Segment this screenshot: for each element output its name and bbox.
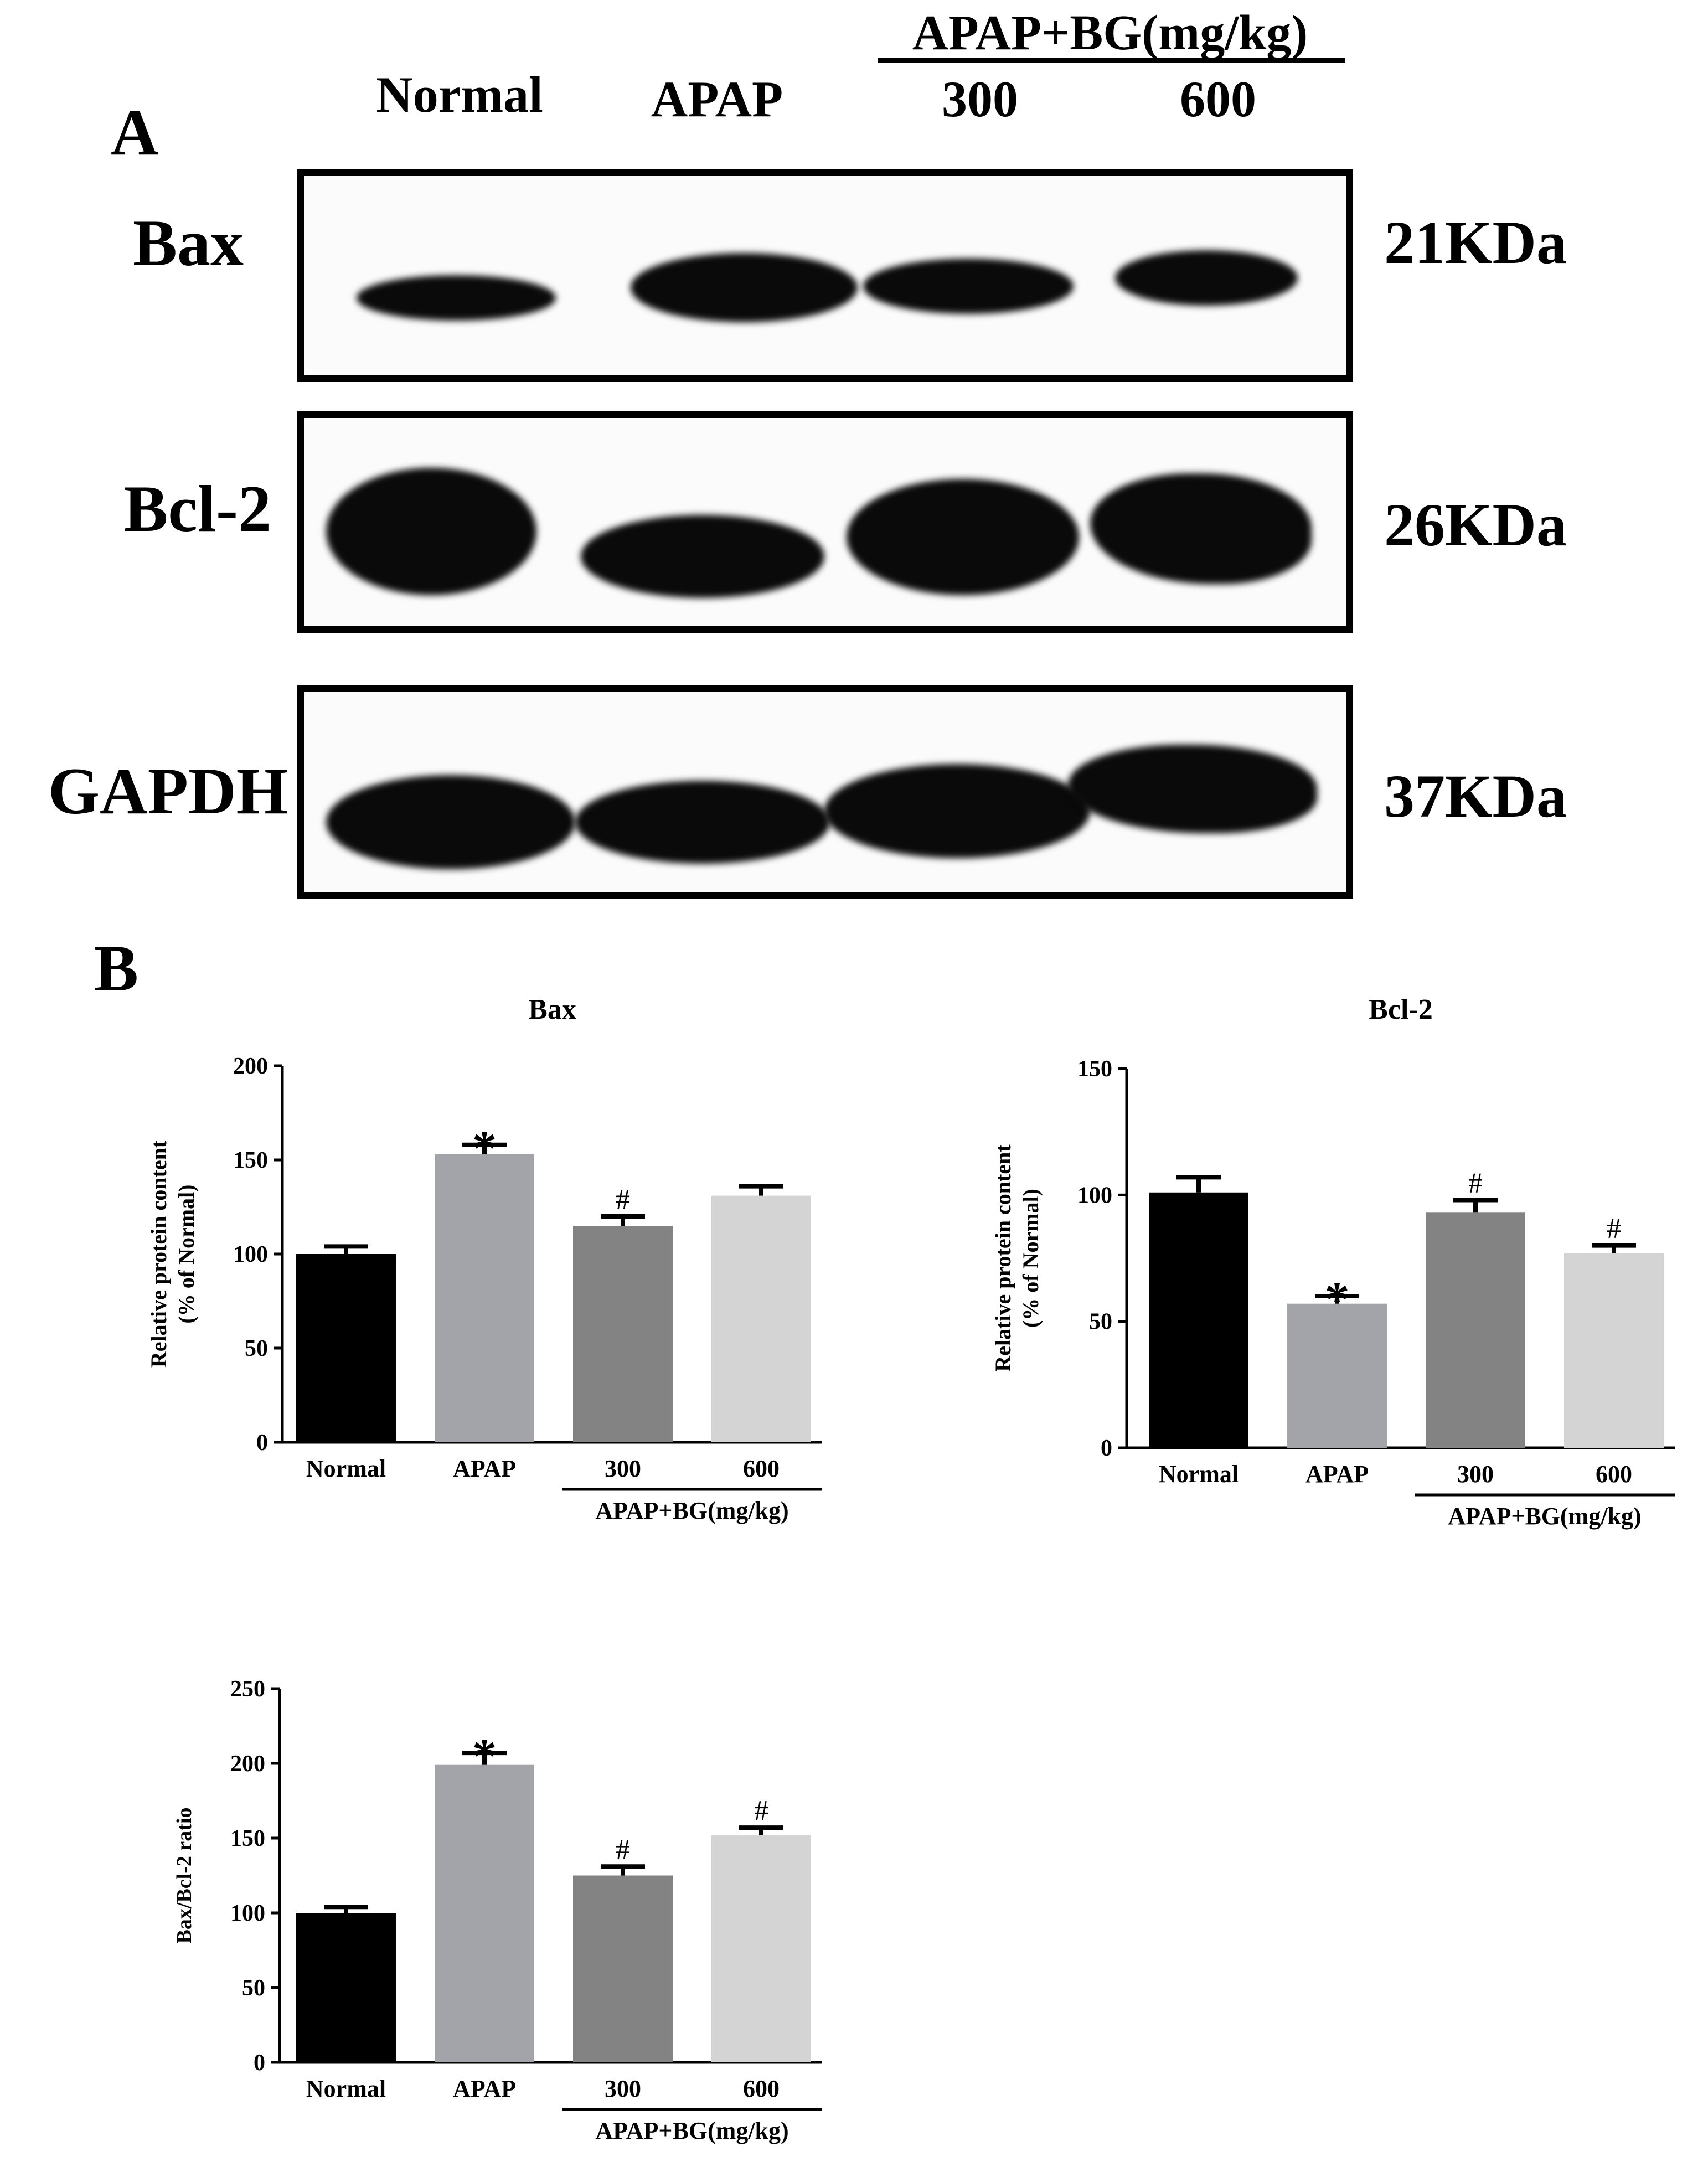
y-tick-label: 150 bbox=[230, 1826, 265, 1851]
kda-label-gapdh: 37KDa bbox=[1384, 762, 1567, 830]
treatment-group-label: APAP+BG(mg/kg) bbox=[912, 6, 1308, 60]
blot-bax bbox=[297, 169, 1353, 382]
significance-mark: # bbox=[1468, 1167, 1483, 1199]
lane-label-normal: Normal bbox=[376, 66, 543, 123]
bar-apap bbox=[435, 1764, 534, 2062]
bcl2-band-normal bbox=[326, 468, 536, 595]
gapdh-band-normal bbox=[326, 775, 575, 869]
lane-label-apap: APAP bbox=[651, 71, 783, 127]
lane-label-600: 600 bbox=[1180, 71, 1256, 127]
blot-gapdh bbox=[297, 685, 1353, 899]
bcl2-band-600 bbox=[1090, 473, 1312, 584]
x-tick-label: Normal bbox=[306, 2075, 386, 2102]
group-label: APAP+BG(mg/kg) bbox=[595, 1497, 788, 1524]
y-tick-label: 100 bbox=[233, 1242, 268, 1267]
y-axis-label: Bax/Bcl-2 ratio bbox=[173, 1808, 196, 1944]
y-tick-label: 50 bbox=[245, 1336, 268, 1361]
y-tick-label: 0 bbox=[254, 2050, 265, 2076]
y-axis-label-line1: Relative protein content bbox=[990, 1144, 1015, 1372]
significance-mark: # bbox=[754, 1795, 768, 1826]
lane-label-300: 300 bbox=[942, 71, 1018, 127]
bax-band-600 bbox=[1115, 250, 1298, 306]
y-axis-label-line1: Relative protein content bbox=[146, 1140, 171, 1368]
protein-label-bax: Bax bbox=[132, 206, 244, 280]
bax-band-apap bbox=[631, 253, 858, 322]
bax-band-normal bbox=[357, 275, 556, 321]
x-tick-label: 600 bbox=[1596, 1461, 1632, 1488]
y-tick-label: 100 bbox=[1077, 1183, 1112, 1208]
kda-label-bcl2: 26KDa bbox=[1384, 491, 1567, 559]
bar-300 bbox=[1426, 1212, 1525, 1448]
y-tick-label: 0 bbox=[256, 1430, 268, 1456]
bar-600 bbox=[1564, 1253, 1664, 1448]
gapdh-band-apap bbox=[575, 781, 830, 864]
x-tick-label: 300 bbox=[605, 1455, 641, 1482]
bar-600 bbox=[711, 1195, 811, 1442]
kda-label-bax: 21KDa bbox=[1384, 209, 1567, 276]
significance-mark: # bbox=[616, 1184, 630, 1215]
y-tick-label: 150 bbox=[233, 1148, 268, 1173]
x-tick-label: APAP bbox=[453, 2075, 516, 2102]
y-tick-label: 50 bbox=[242, 1975, 265, 2001]
blot-bcl2 bbox=[297, 411, 1353, 633]
chart-title: Bax bbox=[528, 994, 576, 1025]
y-tick-label: 100 bbox=[230, 1901, 265, 1926]
bar-600 bbox=[711, 1835, 811, 2062]
y-tick-label: 200 bbox=[233, 1054, 268, 1079]
significance-mark: # bbox=[1607, 1213, 1621, 1245]
x-tick-label: APAP bbox=[1305, 1461, 1369, 1488]
gapdh-band-600 bbox=[1068, 745, 1317, 833]
bar-apap bbox=[435, 1154, 534, 1442]
significance-mark: # bbox=[616, 1834, 630, 1865]
bar-apap bbox=[1287, 1303, 1387, 1448]
protein-label-bcl2: Bcl-2 bbox=[123, 472, 271, 545]
group-label: APAP+BG(mg/kg) bbox=[595, 2117, 788, 2144]
y-tick-label: 50 bbox=[1089, 1309, 1112, 1335]
group-label: APAP+BG(mg/kg) bbox=[1448, 1503, 1641, 1530]
bar-normal bbox=[1149, 1192, 1248, 1448]
y-tick-label: 0 bbox=[1101, 1436, 1112, 1461]
bcl2-band-300 bbox=[847, 479, 1079, 595]
chart-bax-bcl2-ratio: 0 50 100 150 200 250 Bax/Bcl-2 ratio Normal * APA… bbox=[173, 1676, 822, 2144]
treatment-group-line bbox=[878, 58, 1345, 63]
chart-bcl2: Bcl-2 0 50 100 150 Relative protein content (%… bbox=[990, 994, 1675, 1530]
bar-300 bbox=[573, 1875, 673, 2062]
x-tick-label: APAP bbox=[453, 1455, 516, 1482]
chart-bax: Bax 0 50 100 150 200 Relative protein content(… bbox=[146, 994, 822, 1524]
chart-title: Bcl-2 bbox=[1369, 994, 1433, 1025]
x-tick-label: 600 bbox=[743, 2075, 780, 2102]
x-tick-label: 300 bbox=[605, 2075, 641, 2102]
bar-normal bbox=[296, 1254, 396, 1442]
y-tick-label: 200 bbox=[230, 1751, 265, 1777]
bar-300 bbox=[573, 1226, 673, 1442]
x-tick-label: 300 bbox=[1457, 1461, 1494, 1488]
y-tick-label: 250 bbox=[230, 1676, 265, 1702]
bar-normal bbox=[296, 1913, 396, 2062]
protein-label-gapdh: GAPDH bbox=[48, 754, 288, 828]
x-tick-label: Normal bbox=[1159, 1461, 1239, 1488]
bcl2-band-apap bbox=[581, 515, 824, 598]
significance-mark: * bbox=[472, 1729, 497, 1784]
bax-band-300 bbox=[863, 259, 1074, 314]
panel-a-letter: A bbox=[111, 95, 159, 169]
y-axis-label-line2: (% of Normal) bbox=[174, 1184, 199, 1323]
x-tick-label: Normal bbox=[306, 1455, 386, 1482]
gapdh-band-300 bbox=[824, 764, 1090, 858]
panel-b-letter: B bbox=[94, 931, 139, 1005]
significance-mark: * bbox=[1325, 1272, 1350, 1327]
significance-mark: * bbox=[472, 1121, 497, 1176]
y-tick-label: 150 bbox=[1077, 1056, 1112, 1082]
y-axis-label-line2: (% of Normal) bbox=[1018, 1189, 1043, 1328]
x-tick-label: 600 bbox=[743, 1455, 780, 1482]
